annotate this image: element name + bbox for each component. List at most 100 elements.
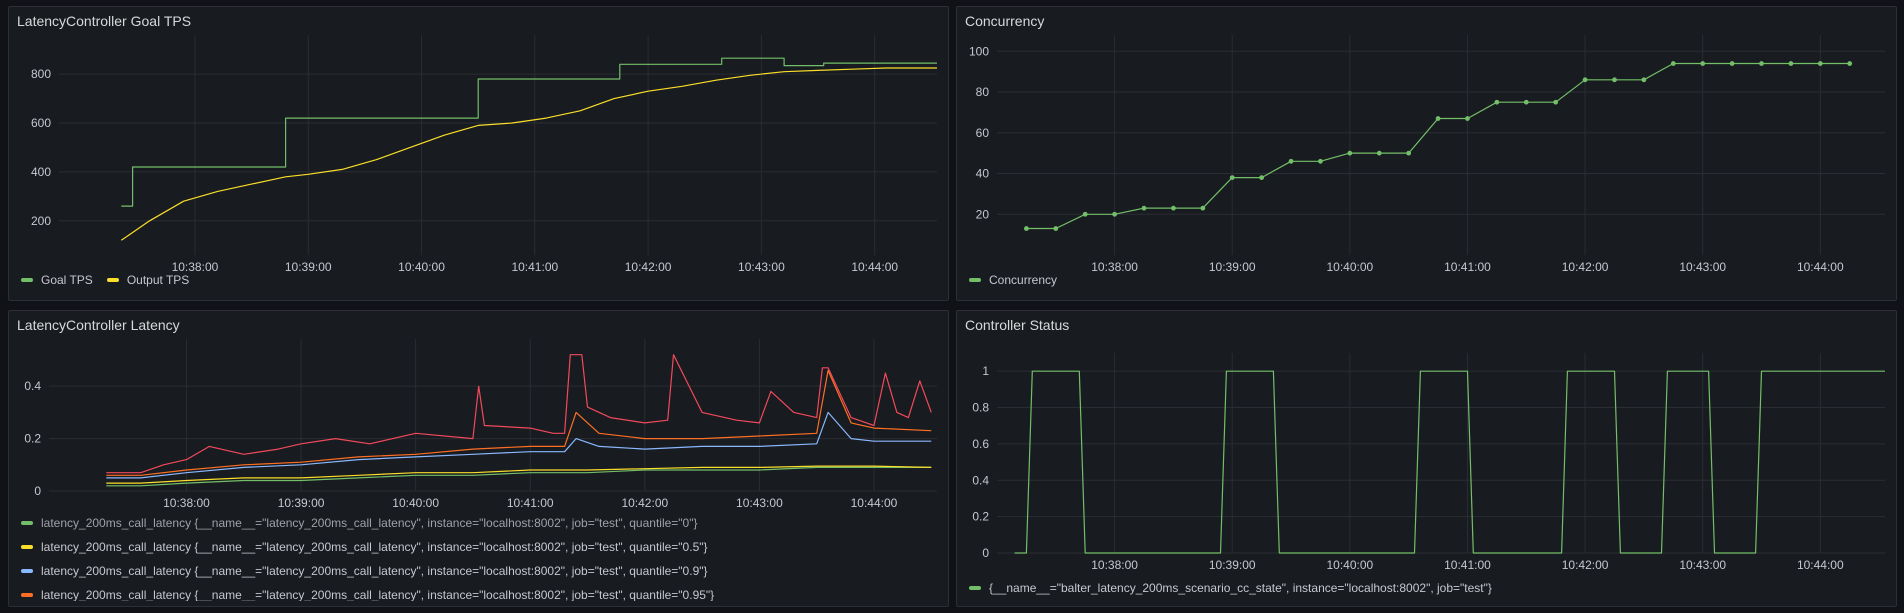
series-line xyxy=(106,369,932,476)
x-tick-label: 10:40:00 xyxy=(392,496,439,510)
legend-item-cc-state[interactable]: {__name__="balter_latency_200ms_scenario… xyxy=(969,581,1492,595)
data-point xyxy=(1435,116,1441,121)
data-point xyxy=(1171,205,1176,211)
concurrency-chart: 10:38:00 10:39:00 10:40:00 10:41:00 10:42:00… xyxy=(969,35,1885,274)
data-point xyxy=(1700,61,1706,66)
data-point xyxy=(1553,99,1559,105)
legend-item-quantile-0.95[interactable]: latency_200ms_call_latency {__name__="la… xyxy=(21,583,941,601)
x-tick-label: 10:41:00 xyxy=(511,260,558,274)
x-tick-label: 10:39:00 xyxy=(1209,260,1256,274)
goal-tps-legend: Goal TPS Output TPS xyxy=(21,273,189,287)
series-line xyxy=(106,466,932,487)
legend-label: latency_200ms_call_latency {__name__="la… xyxy=(41,564,708,578)
x-tick-label: 10:43:00 xyxy=(1679,260,1726,274)
panel-latency[interactable]: LatencyController Latency 10:38:00 10:39:… xyxy=(8,310,949,607)
y-tick-label: 0.4 xyxy=(972,473,989,487)
data-point xyxy=(1523,99,1529,105)
x-tick-label: 10:42:00 xyxy=(621,496,668,510)
x-tick-label: 10:41:00 xyxy=(507,496,554,510)
series-line xyxy=(120,67,937,241)
legend-swatch xyxy=(21,593,33,597)
panel-concurrency[interactable]: Concurrency 10:38:00 10:39:00 10:40:00 10:4… xyxy=(956,6,1897,301)
x-tick-label: 10:38:00 xyxy=(163,496,210,510)
y-tick-label: 100 xyxy=(969,44,989,58)
data-point xyxy=(1406,150,1412,156)
x-tick-label: 10:38:00 xyxy=(1091,260,1138,274)
panel-title: LatencyController Goal TPS xyxy=(17,13,192,29)
series-line xyxy=(106,465,932,484)
legend-item-quantile-0.9[interactable]: latency_200ms_call_latency {__name__="la… xyxy=(21,559,941,583)
data-point xyxy=(1788,61,1794,66)
x-tick-label: 10:41:00 xyxy=(1444,558,1491,572)
y-tick-label: 0 xyxy=(982,546,989,560)
controller-status-legend: {__name__="balter_latency_200ms_scenario… xyxy=(969,581,1492,595)
data-point xyxy=(1612,77,1617,83)
panel-goal-tps[interactable]: LatencyController Goal TPS 10:38:00 10:39… xyxy=(8,6,949,301)
legend-item-output-tps[interactable]: Output TPS xyxy=(106,273,189,287)
series-line xyxy=(106,411,932,479)
x-tick-label: 10:44:00 xyxy=(1797,558,1844,572)
data-point xyxy=(1053,226,1059,231)
data-point xyxy=(1347,150,1353,156)
legend-item-quantile-0[interactable]: latency_200ms_call_latency {__name__="la… xyxy=(21,511,941,535)
data-point xyxy=(1847,61,1853,66)
data-point xyxy=(1024,226,1029,231)
legend-item-goal-tps[interactable]: Goal TPS xyxy=(21,273,93,287)
x-tick-label: 10:44:00 xyxy=(1797,260,1844,274)
x-tick-label: 10:40:00 xyxy=(1326,260,1373,274)
data-point xyxy=(1141,205,1147,211)
x-tick-label: 10:43:00 xyxy=(736,496,783,510)
data-point xyxy=(1670,61,1676,66)
y-tick-label: 60 xyxy=(976,126,990,140)
x-tick-label: 10:43:00 xyxy=(738,260,785,274)
x-tick-label: 10:38:00 xyxy=(1091,558,1138,572)
data-point xyxy=(1759,61,1764,66)
legend-swatch xyxy=(106,278,119,282)
legend-swatch xyxy=(21,545,33,549)
data-point xyxy=(1259,175,1265,180)
y-tick-label: 800 xyxy=(31,67,51,81)
y-tick-label: 40 xyxy=(976,167,990,181)
y-tick-label: 0.2 xyxy=(972,510,989,524)
panel-title: Concurrency xyxy=(965,13,1045,29)
panel-title: Controller Status xyxy=(965,317,1070,333)
x-tick-label: 10:39:00 xyxy=(1209,558,1256,572)
x-tick-label: 10:40:00 xyxy=(1326,558,1373,572)
x-tick-label: 10:39:00 xyxy=(285,260,332,274)
data-point xyxy=(1200,205,1206,211)
legend-item-concurrency[interactable]: Concurrency xyxy=(969,273,1057,287)
y-tick-label: 80 xyxy=(976,85,990,99)
x-tick-label: 10:39:00 xyxy=(278,496,325,510)
legend-label: latency_200ms_call_latency {__name__="la… xyxy=(41,540,708,554)
x-tick-label: 10:43:00 xyxy=(1679,558,1726,572)
panel-controller-status[interactable]: Controller Status 10:38:00 10:39:00 10:40:… xyxy=(956,310,1897,607)
x-tick-label: 10:40:00 xyxy=(398,260,445,274)
y-tick-label: 400 xyxy=(31,165,51,179)
y-tick-label: 0.2 xyxy=(24,432,41,446)
x-tick-label: 10:42:00 xyxy=(625,260,672,274)
legend-swatch xyxy=(969,278,981,282)
data-point xyxy=(1582,77,1588,83)
x-tick-label: 10:44:00 xyxy=(851,260,898,274)
data-point xyxy=(1112,211,1118,217)
y-tick-label: 200 xyxy=(31,214,51,228)
goal-tps-chart: 10:38:00 10:39:00 10:40:00 10:41:00 10:42:00… xyxy=(31,35,937,274)
legend-label: Concurrency xyxy=(989,273,1058,287)
y-tick-label: 20 xyxy=(976,207,990,221)
legend-swatch xyxy=(969,586,981,590)
data-point xyxy=(1729,61,1735,66)
y-tick-label: 0.8 xyxy=(972,401,989,415)
controller-status-chart: 10:38:00 10:39:00 10:40:00 10:41:00 10:42:00… xyxy=(972,353,1885,572)
data-point xyxy=(1082,211,1088,217)
series-line xyxy=(1014,370,1885,554)
data-point xyxy=(1318,158,1323,164)
legend-swatch xyxy=(21,278,33,282)
data-point xyxy=(1494,99,1500,105)
x-tick-label: 10:41:00 xyxy=(1444,260,1491,274)
series-line xyxy=(1026,62,1850,230)
y-tick-label: 600 xyxy=(31,116,51,130)
y-tick-label: 0.6 xyxy=(972,437,989,451)
data-point xyxy=(1641,77,1647,83)
legend-item-quantile-0.5[interactable]: latency_200ms_call_latency {__name__="la… xyxy=(21,535,941,559)
concurrency-legend: Concurrency xyxy=(969,273,1057,287)
